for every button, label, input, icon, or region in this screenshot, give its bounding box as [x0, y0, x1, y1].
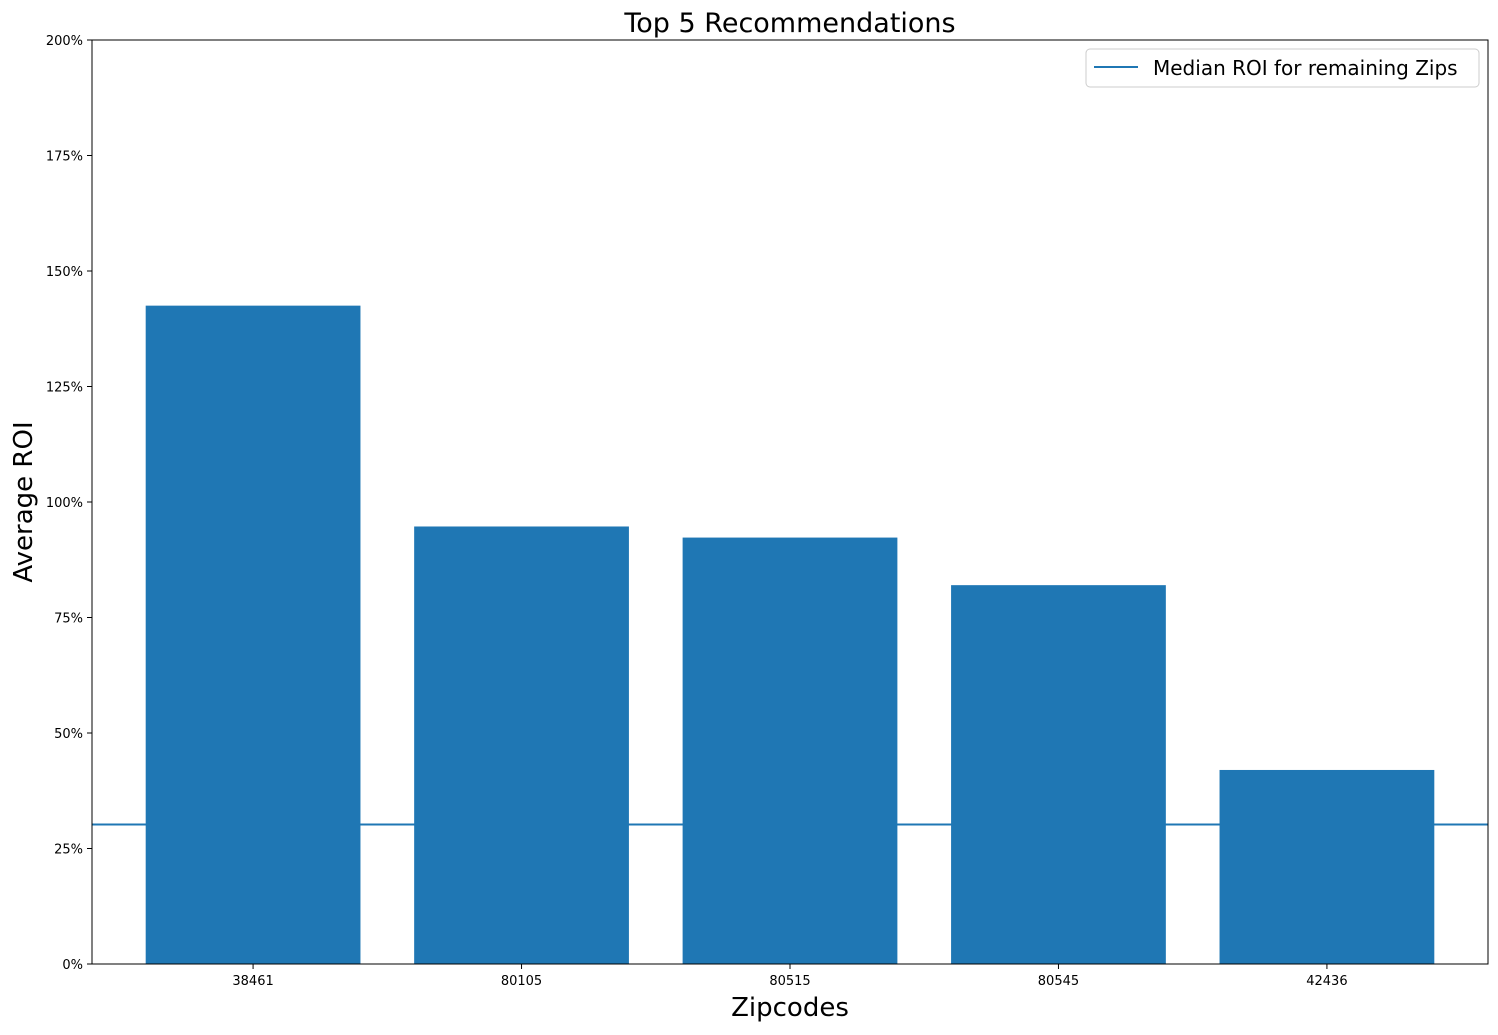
x-tick-label: 38461 — [232, 974, 273, 989]
bar-80105 — [414, 526, 629, 964]
x-tick-label: 42436 — [1306, 974, 1347, 989]
y-tick-label: 0% — [62, 958, 83, 973]
y-tick-label: 100% — [46, 496, 83, 511]
bar-42436 — [1219, 769, 1435, 964]
x-axis: 38461 80105 80515 80545 42436 — [232, 964, 1348, 989]
y-tick-label: 150% — [46, 265, 83, 280]
y-tick-label: 125% — [46, 381, 83, 396]
bar-80515 — [682, 537, 898, 964]
bar-80545 — [951, 585, 1166, 964]
y-tick-label: 175% — [46, 150, 83, 165]
y-axis: 0% 25% 50% 75% 100% 125% 150% 175% 200% — [46, 34, 92, 973]
legend-box — [1085, 48, 1480, 88]
x-tick-label: 80545 — [1038, 974, 1079, 989]
y-tick-label: 200% — [46, 34, 83, 49]
plot-area — [145, 305, 1435, 964]
bar-38461 — [145, 305, 361, 964]
chart-title: Top 5 Recommendations — [623, 8, 955, 39]
y-axis-title: Average ROI — [9, 421, 39, 582]
x-tick-label: 80515 — [769, 974, 810, 989]
x-tick-label: 80105 — [501, 974, 542, 989]
legend: Median ROI for remaining Zips — [1085, 48, 1480, 88]
legend-entry-label: Median ROI for remaining Zips — [1153, 56, 1458, 80]
y-tick-label: 25% — [54, 843, 83, 858]
y-tick-label: 50% — [54, 727, 83, 742]
y-tick-label: 75% — [54, 612, 83, 627]
x-axis-title: Zipcodes — [731, 993, 849, 1023]
